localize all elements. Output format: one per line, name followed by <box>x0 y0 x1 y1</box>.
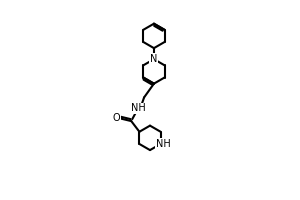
Text: N: N <box>150 54 158 64</box>
Text: O: O <box>112 113 120 123</box>
Text: NH: NH <box>131 103 146 113</box>
Text: NH: NH <box>156 139 170 149</box>
